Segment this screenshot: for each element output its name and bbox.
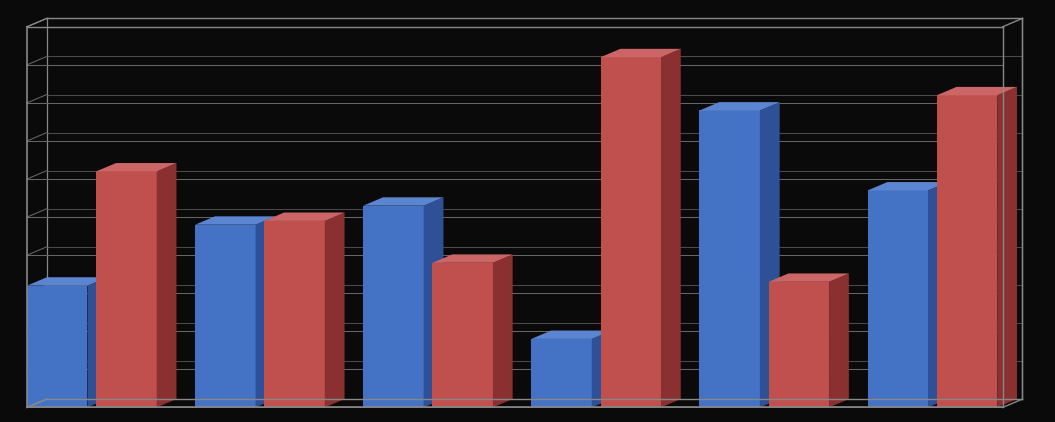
Polygon shape xyxy=(265,221,325,407)
Polygon shape xyxy=(433,254,513,263)
Polygon shape xyxy=(96,171,157,407)
Polygon shape xyxy=(157,163,176,407)
Polygon shape xyxy=(760,102,780,407)
Polygon shape xyxy=(532,330,612,339)
Polygon shape xyxy=(27,277,108,286)
Polygon shape xyxy=(265,213,345,221)
Polygon shape xyxy=(433,263,493,407)
Polygon shape xyxy=(699,111,760,407)
Polygon shape xyxy=(195,225,255,407)
Polygon shape xyxy=(937,95,997,407)
Polygon shape xyxy=(592,330,612,407)
Polygon shape xyxy=(829,273,849,407)
Polygon shape xyxy=(867,182,947,190)
Polygon shape xyxy=(255,216,275,407)
Polygon shape xyxy=(600,57,661,407)
Polygon shape xyxy=(27,286,88,407)
Polygon shape xyxy=(363,206,424,407)
Polygon shape xyxy=(600,49,680,57)
Polygon shape xyxy=(928,182,947,407)
Polygon shape xyxy=(997,87,1017,407)
Polygon shape xyxy=(769,282,829,407)
Polygon shape xyxy=(195,216,275,225)
Polygon shape xyxy=(769,273,849,282)
Polygon shape xyxy=(363,197,443,206)
Polygon shape xyxy=(937,87,1017,95)
Polygon shape xyxy=(867,190,928,407)
Polygon shape xyxy=(96,163,176,171)
Polygon shape xyxy=(699,102,780,111)
Polygon shape xyxy=(88,277,108,407)
Polygon shape xyxy=(493,254,513,407)
Polygon shape xyxy=(424,197,443,407)
Polygon shape xyxy=(325,213,345,407)
Polygon shape xyxy=(532,339,592,407)
Polygon shape xyxy=(661,49,680,407)
